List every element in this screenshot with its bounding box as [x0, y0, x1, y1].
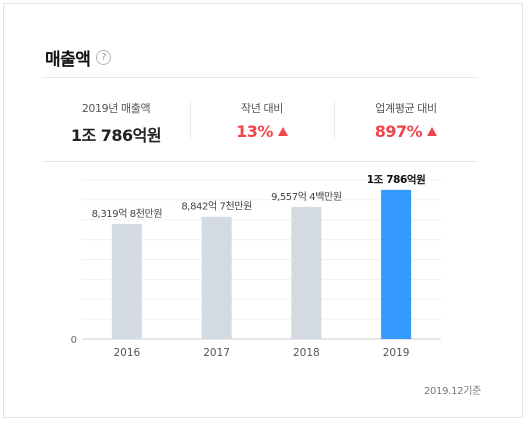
footnote: 2019.12기준 — [423, 386, 481, 397]
bar — [201, 216, 232, 339]
stat-industry: 업계평균 대비 897% — [334, 100, 478, 141]
x-tick-label: 2018 — [293, 347, 320, 359]
card-title: 매출액 — [45, 50, 91, 70]
stat-yoy: 작년 대비 13% — [190, 100, 334, 141]
x-tick-label: 2017 — [203, 347, 230, 359]
up-triangle-icon — [427, 127, 438, 136]
stat-separator — [190, 102, 191, 138]
stat-industry-value-row: 897% — [334, 122, 478, 141]
stat-revenue-label: 2019년 매출액 — [81, 102, 151, 115]
bar-value-label: 8,319억 8천만원 — [92, 208, 163, 220]
stat-revenue-value: 1조 786억원 — [70, 126, 162, 145]
bar — [291, 206, 322, 339]
bar-value-label: 8,842억 7천만원 — [181, 201, 252, 213]
bar — [381, 189, 412, 339]
bar-value-label: 9,557억 4백만원 — [271, 191, 342, 203]
bar — [111, 223, 142, 339]
stat-industry-value: 897% — [374, 122, 423, 141]
y-tick-label: 0 — [71, 335, 77, 346]
stat-industry-label: 업계평균 대비 — [375, 102, 437, 115]
stat-yoy-value: 13% — [236, 122, 273, 141]
x-tick-label: 2019 — [383, 347, 410, 359]
title-row: 매출액 ? — [45, 45, 112, 70]
up-triangle-icon — [277, 127, 288, 136]
stat-separator — [334, 102, 335, 138]
bar-value-label: 1조 786억원 — [367, 173, 426, 186]
summary-stats: 2019년 매출액 1조 786억원 작년 대비 13% 업계평균 대비 897… — [42, 100, 478, 145]
divider-top — [42, 77, 478, 78]
help-icon[interactable]: ? — [96, 50, 112, 65]
divider-bottom — [42, 161, 478, 162]
stat-yoy-value-row: 13% — [190, 122, 334, 141]
revenue-card: 매출액 ? — [3, 3, 523, 418]
stat-yoy-label: 작년 대비 — [241, 102, 283, 115]
x-tick-label: 2016 — [114, 347, 141, 359]
stat-revenue: 2019년 매출액 1조 786억원 — [42, 100, 190, 146]
